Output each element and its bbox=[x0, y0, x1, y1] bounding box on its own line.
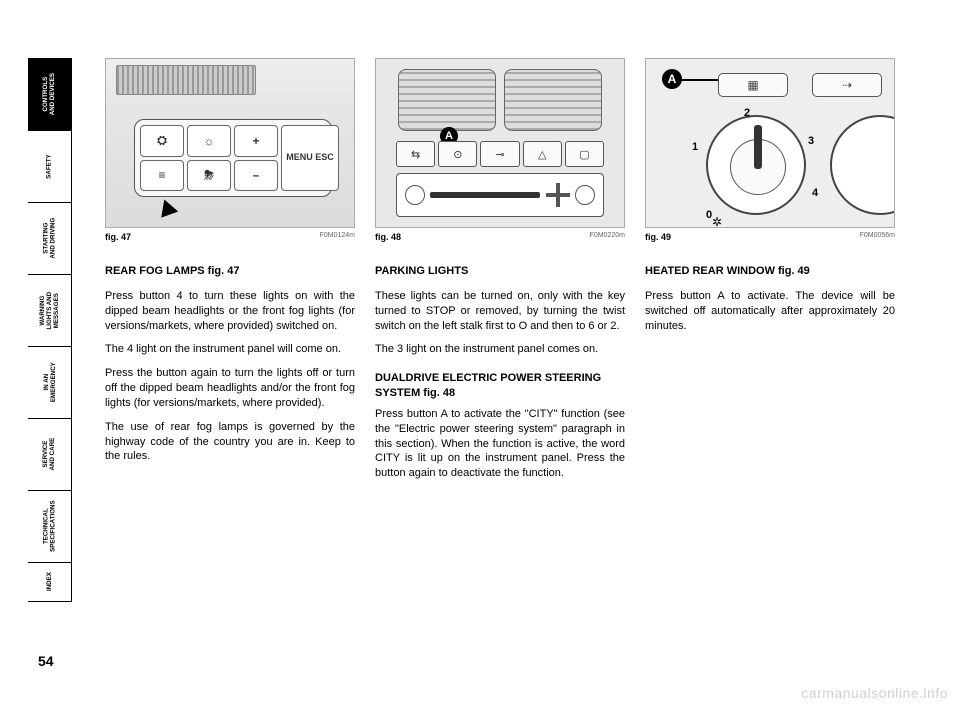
col1-p2: The 4 light on the instrument panel will… bbox=[105, 342, 355, 357]
figure-49-caption: fig. 49 F0M0056m bbox=[645, 232, 895, 242]
city-button: ⊙ bbox=[438, 141, 477, 167]
tab-safety[interactable]: SAFETY bbox=[28, 130, 72, 202]
front-fog-button: ⛭ bbox=[140, 125, 184, 157]
radio-knob-left bbox=[405, 185, 425, 205]
col1-heading: REAR FOG LAMPS fig. 47 bbox=[105, 264, 355, 279]
page-number: 54 bbox=[38, 653, 54, 669]
tab-tech-specs[interactable]: TECHNICAL SPECIFICATIONS bbox=[28, 490, 72, 562]
radio-knob-right bbox=[575, 185, 595, 205]
col2-p1: These lights can be turned on, only with… bbox=[375, 289, 625, 334]
column-2: PARKING LIGHTS These lights can be turne… bbox=[375, 264, 625, 490]
recirc-button: ⇢ bbox=[812, 73, 882, 97]
col1-p3: Press the button again to turn the light… bbox=[105, 366, 355, 411]
light-button: ☼ bbox=[187, 125, 231, 157]
tab-label: IN AN EMERGENCY bbox=[42, 363, 56, 403]
hazard-button: △ bbox=[523, 141, 562, 167]
col2-p2: The 3 light on the instrument panel come… bbox=[375, 342, 625, 357]
text-columns: REAR FOG LAMPS fig. 47 Press button 4 to… bbox=[105, 264, 895, 490]
tab-starting-driving[interactable]: STARTING AND DRIVING bbox=[28, 202, 72, 274]
col1-p1: Press button 4 to turn these lights on w… bbox=[105, 289, 355, 334]
figure-47-caption: fig. 47 F0M0124m bbox=[105, 232, 355, 242]
console-button: ⊸ bbox=[480, 141, 519, 167]
callout-a-badge: A bbox=[662, 69, 682, 89]
dim-button: ⛈ bbox=[187, 160, 231, 192]
tab-controls-devices[interactable]: CONTROLS AND DEVICES bbox=[28, 58, 72, 130]
caption-label: fig. 47 bbox=[105, 232, 131, 242]
figure-48-image: A ⇆ ⊙ ⊸ △ ▢ bbox=[375, 58, 625, 228]
button-panel: ⛭ ☼ + MENU ESC ≡ ⛈ – bbox=[134, 119, 332, 197]
button-row: ⇆ ⊙ ⊸ △ ▢ bbox=[396, 141, 604, 167]
section-tabs: CONTROLS AND DEVICES SAFETY STARTING AND… bbox=[28, 58, 72, 602]
tab-label: STARTING AND DRIVING bbox=[42, 218, 56, 259]
air-vent bbox=[116, 65, 256, 95]
minus-button: – bbox=[234, 160, 278, 192]
figure-47: ⛭ ☼ + MENU ESC ≡ ⛈ – fig. 47 F0M0124m bbox=[105, 58, 355, 242]
watermark: carmanualsonline.info bbox=[801, 685, 948, 701]
dial-pointer bbox=[754, 125, 762, 169]
fig49-climate: A ▦ ⇢ 0 1 2 3 4 ✲ bbox=[646, 59, 894, 227]
tab-label: INDEX bbox=[46, 573, 53, 592]
figure-49-image: A ▦ ⇢ 0 1 2 3 4 ✲ bbox=[645, 58, 895, 228]
rear-fog-button: ≡ bbox=[140, 160, 184, 192]
console-button: ▢ bbox=[565, 141, 604, 167]
col2-heading: PARKING LIGHTS bbox=[375, 264, 625, 279]
column-3: HEATED REAR WINDOW fig. 49 Press button … bbox=[645, 264, 895, 490]
dial-number-1: 1 bbox=[692, 141, 698, 153]
cd-slot bbox=[430, 192, 540, 198]
fig48-console: A ⇆ ⊙ ⊸ △ ▢ bbox=[376, 59, 624, 227]
fig47-dashboard: ⛭ ☼ + MENU ESC ≡ ⛈ – bbox=[106, 59, 354, 227]
air-distribution-dial bbox=[830, 115, 895, 215]
plus-button: + bbox=[234, 125, 278, 157]
manual-page: CONTROLS AND DEVICES SAFETY STARTING AND… bbox=[0, 0, 960, 709]
figures-row: ⛭ ☼ + MENU ESC ≡ ⛈ – fig. 47 F0M0124m bbox=[105, 58, 895, 242]
caption-label: fig. 48 bbox=[375, 232, 401, 242]
console-button: ⇆ bbox=[396, 141, 435, 167]
col1-p4: The use of rear fog lamps is governed by… bbox=[105, 420, 355, 465]
fan-speed-dial bbox=[706, 115, 806, 215]
heated-rear-window-button: ▦ bbox=[718, 73, 788, 97]
caption-label: fig. 49 bbox=[645, 232, 671, 242]
air-vent-left bbox=[398, 69, 496, 131]
dial-number-4: 4 bbox=[812, 187, 818, 199]
col2-sub-heading: DUALDRIVE ELECTRIC POWER STEERING SYSTEM… bbox=[375, 371, 625, 401]
fan-icon: ✲ bbox=[712, 215, 722, 228]
tab-label: SERVICE AND CARE bbox=[42, 438, 56, 471]
radio-unit bbox=[396, 173, 604, 217]
caption-code: F0M0056m bbox=[860, 232, 895, 242]
menu-esc-button: MENU ESC bbox=[281, 125, 339, 191]
figure-47-image: ⛭ ☼ + MENU ESC ≡ ⛈ – bbox=[105, 58, 355, 228]
top-button-row: ▦ ⇢ bbox=[658, 73, 882, 99]
tab-label: CONTROLS AND DEVICES bbox=[42, 73, 56, 115]
air-vent-right bbox=[504, 69, 602, 131]
dial-number-2: 2 bbox=[744, 107, 750, 119]
tab-warning-lights[interactable]: WARNING LIGHTS AND MESSAGES bbox=[28, 274, 72, 346]
figure-48-caption: fig. 48 F0M0220m bbox=[375, 232, 625, 242]
figure-49: A ▦ ⇢ 0 1 2 3 4 ✲ bbox=[645, 58, 895, 242]
tab-emergency[interactable]: IN AN EMERGENCY bbox=[28, 346, 72, 418]
col3-heading: HEATED REAR WINDOW fig. 49 bbox=[645, 264, 895, 279]
caption-code: F0M0220m bbox=[590, 232, 625, 242]
caption-code: F0M0124m bbox=[320, 232, 355, 242]
column-1: REAR FOG LAMPS fig. 47 Press button 4 to… bbox=[105, 264, 355, 490]
pointer-arrow-icon bbox=[156, 196, 178, 217]
col3-p1: Press button A to activate. The device w… bbox=[645, 289, 895, 334]
radio-dpad bbox=[546, 183, 570, 207]
tab-index[interactable]: INDEX bbox=[28, 562, 72, 602]
tab-label: TECHNICAL SPECIFICATIONS bbox=[42, 501, 56, 552]
figure-48: A ⇆ ⊙ ⊸ △ ▢ bbox=[375, 58, 625, 242]
tab-label: SAFETY bbox=[46, 154, 53, 178]
dial-number-3: 3 bbox=[808, 135, 814, 147]
tab-service-care[interactable]: SERVICE AND CARE bbox=[28, 418, 72, 490]
tab-label: WARNING LIGHTS AND MESSAGES bbox=[39, 292, 60, 330]
col2-sub-p1: Press button A to activate the "CITY" fu… bbox=[375, 407, 625, 481]
